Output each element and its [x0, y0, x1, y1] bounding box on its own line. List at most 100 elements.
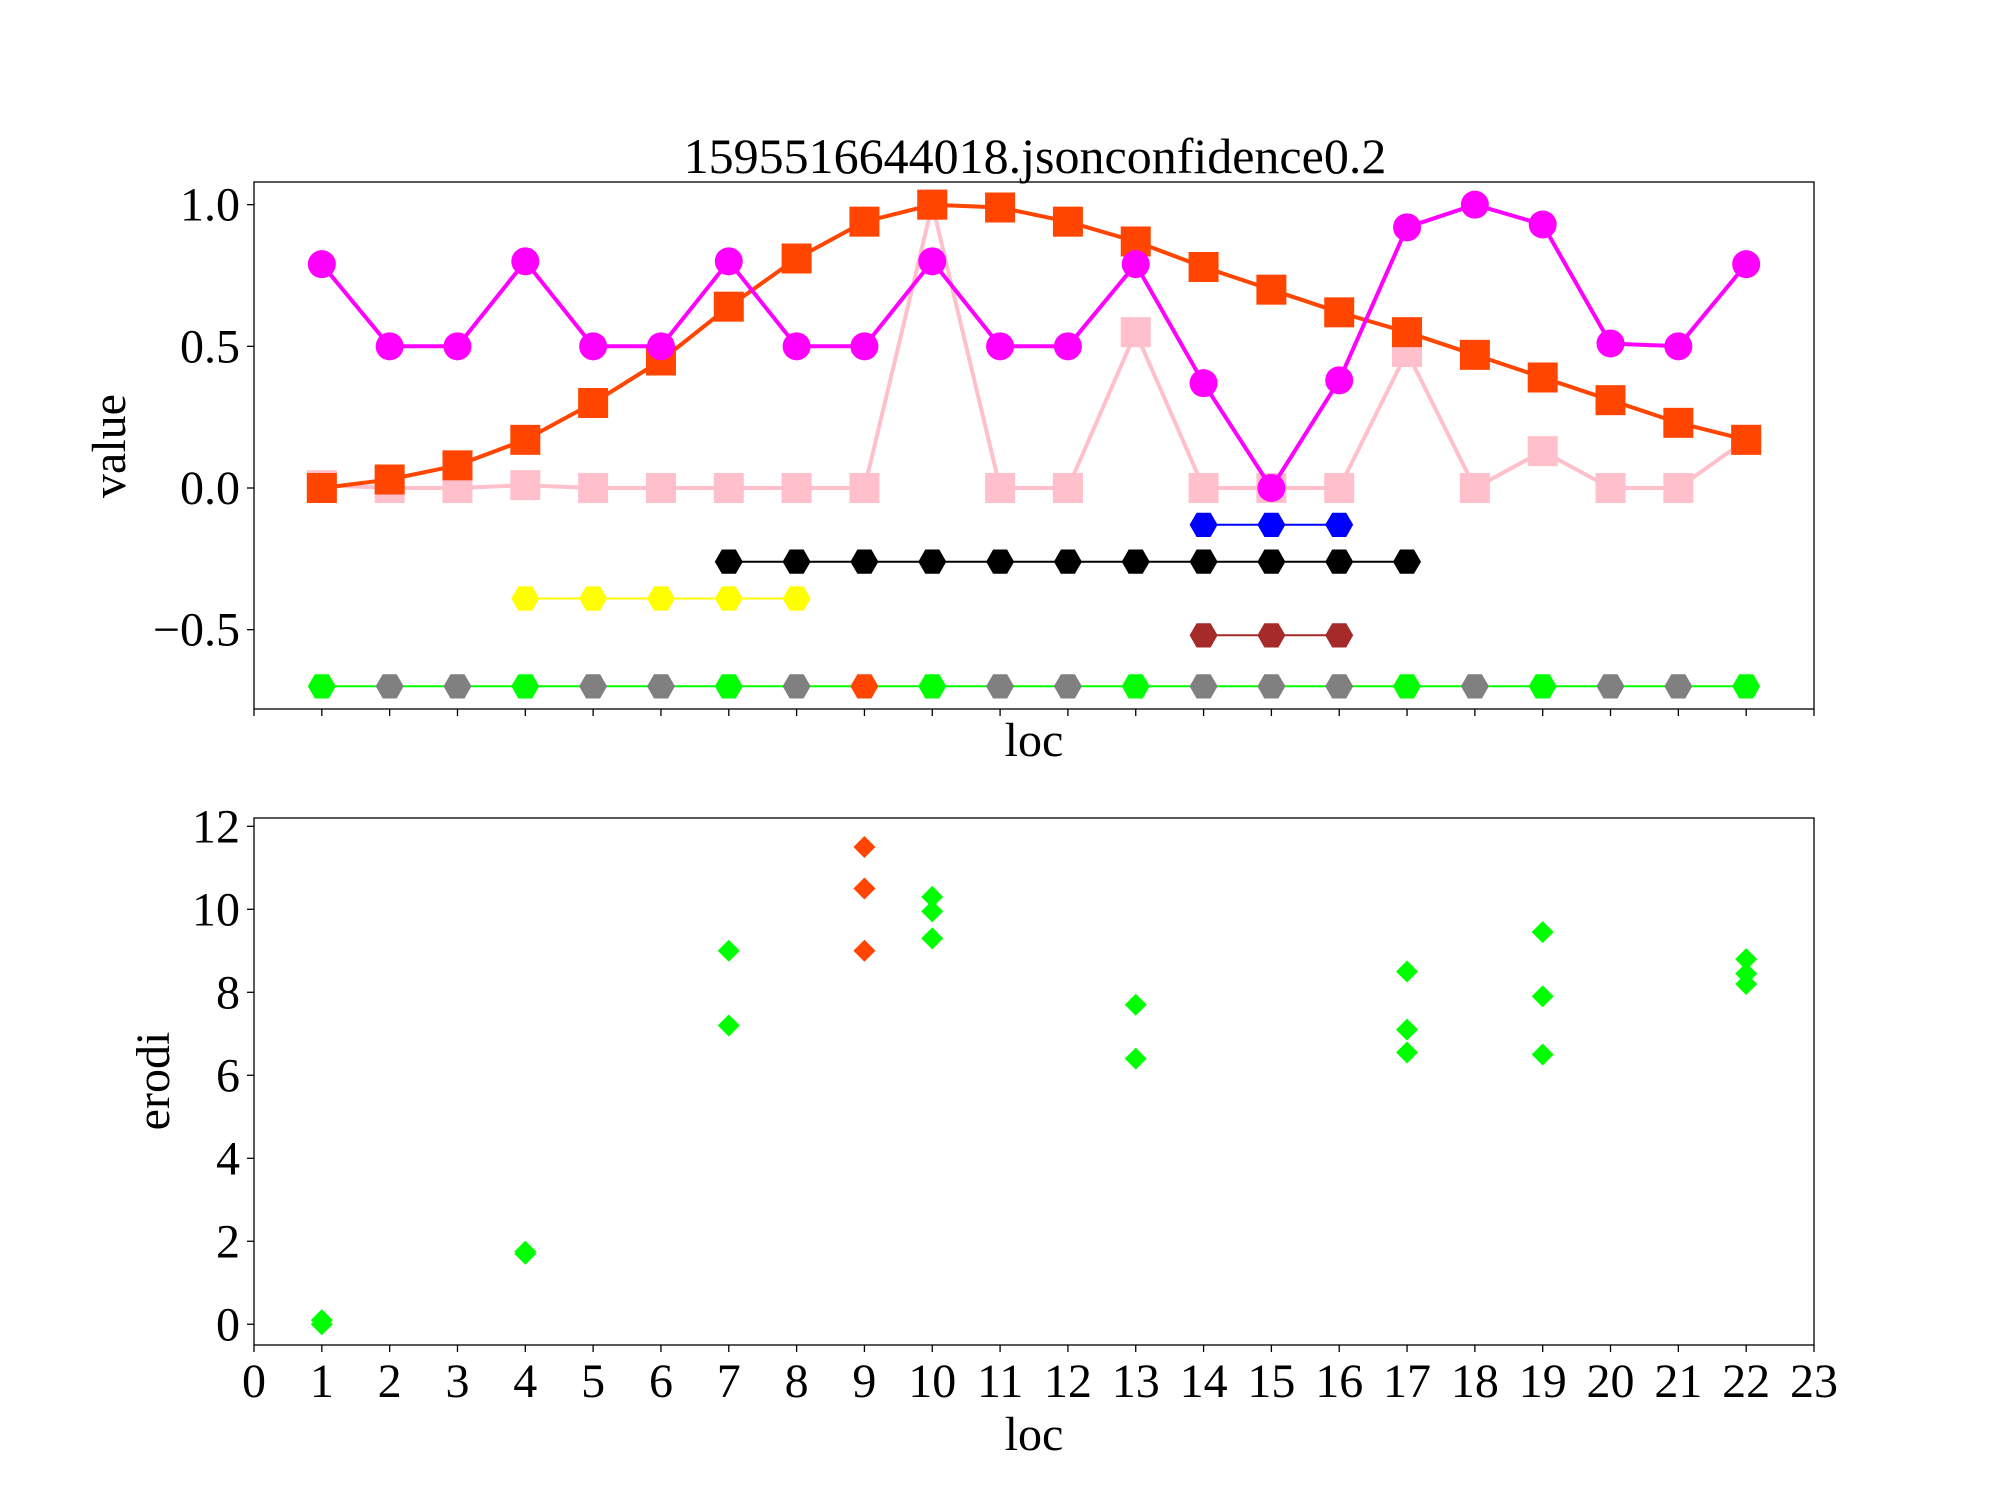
data-point	[578, 388, 609, 418]
data-point	[579, 332, 608, 361]
data-point	[1189, 512, 1218, 537]
x-tick-label: 16	[1315, 1355, 1363, 1408]
data-point	[1325, 549, 1354, 574]
data-point	[1052, 473, 1083, 503]
x-tick-label: 15	[1247, 1355, 1295, 1408]
top-xticks	[253, 709, 1815, 716]
data-point	[579, 586, 608, 611]
data-point	[511, 674, 540, 699]
x-tick-label: 20	[1587, 1355, 1635, 1408]
data-point	[1459, 339, 1490, 370]
data-point	[310, 1309, 333, 1332]
data-point	[579, 674, 608, 699]
y-tick-label: 0.5	[180, 320, 240, 373]
data-point	[921, 927, 944, 950]
data-point	[647, 586, 675, 611]
data-point	[1735, 948, 1758, 971]
data-point	[1460, 674, 1489, 699]
data-point	[1393, 213, 1422, 242]
bottom-yticks: 0 2 4 6 8 10 12	[192, 800, 254, 1351]
data-point	[1460, 190, 1489, 219]
data-point	[647, 674, 675, 699]
data-point	[917, 189, 948, 220]
x-tick-label: 4	[513, 1355, 537, 1408]
data-point	[781, 243, 812, 274]
data-point	[1664, 674, 1693, 699]
data-point	[514, 1240, 537, 1263]
data-point	[1257, 474, 1286, 502]
data-point	[1663, 473, 1694, 503]
x-tick-label: 10	[908, 1355, 956, 1408]
x-tick-label: 23	[1790, 1355, 1838, 1408]
bottom-xticks: 0 1 2 3 4 5 6 7 8 9 10 11 12 13 14 15 16 17 18 19 20 21 22 23	[242, 1345, 1838, 1408]
data-point	[781, 473, 812, 503]
top-y-axis-label: value	[83, 394, 136, 498]
data-point	[1392, 317, 1423, 348]
data-point	[714, 586, 743, 611]
data-point	[1188, 473, 1219, 503]
series-3	[1189, 512, 1354, 537]
scatter-series-0	[310, 885, 1758, 1336]
data-point	[1325, 674, 1354, 699]
data-point	[1121, 674, 1150, 699]
data-point	[1732, 250, 1761, 279]
data-point	[714, 674, 743, 699]
data-point	[1531, 921, 1554, 944]
x-tick-label: 18	[1451, 1355, 1499, 1408]
top-axes-frame	[253, 181, 1815, 710]
data-point	[645, 473, 676, 503]
data-point	[714, 247, 743, 276]
data-point	[717, 1014, 740, 1037]
data-point	[1257, 549, 1286, 574]
y-tick-label: 0.0	[180, 462, 240, 515]
series-line	[321, 202, 1747, 490]
x-tick-label: 13	[1112, 1355, 1160, 1408]
data-point	[1121, 549, 1150, 574]
data-point	[918, 674, 947, 699]
data-point	[443, 332, 472, 361]
data-point	[986, 549, 1015, 574]
data-point	[986, 332, 1015, 361]
data-point	[1189, 369, 1218, 398]
data-point	[375, 674, 404, 699]
data-point	[510, 470, 541, 501]
data-point	[1257, 623, 1286, 648]
x-tick-label: 14	[1180, 1355, 1228, 1408]
data-point	[1053, 332, 1082, 361]
data-point	[714, 549, 743, 574]
top-x-axis-label: loc	[1005, 714, 1064, 767]
data-point	[1595, 473, 1626, 503]
data-point	[1531, 985, 1554, 1008]
y-tick-label: 4	[216, 1132, 240, 1185]
data-point	[717, 939, 740, 962]
data-point	[1663, 407, 1694, 438]
y-tick-label: −0.5	[153, 604, 240, 657]
data-point	[1324, 473, 1355, 503]
data-point	[1527, 362, 1558, 393]
data-point	[511, 586, 540, 611]
chart-title: 1595516644018.jsonconfidence0.2	[684, 128, 1387, 184]
data-point	[1120, 317, 1151, 348]
data-point	[1325, 366, 1354, 395]
data-point	[307, 674, 336, 699]
data-point	[1257, 512, 1286, 537]
x-tick-label: 11	[977, 1355, 1023, 1408]
data-point	[985, 473, 1016, 503]
data-point	[1393, 549, 1421, 574]
data-point	[1121, 250, 1150, 279]
data-point	[782, 332, 811, 361]
x-tick-label: 8	[785, 1355, 809, 1408]
data-point	[853, 939, 876, 962]
y-tick-label: 8	[216, 966, 240, 1019]
series-5	[511, 586, 811, 611]
data-point	[849, 206, 880, 237]
x-tick-label: 22	[1722, 1355, 1770, 1408]
y-tick-label: 10	[192, 883, 240, 936]
y-tick-label: 2	[216, 1215, 240, 1268]
x-tick-label: 5	[581, 1355, 605, 1408]
data-point	[443, 674, 472, 699]
data-point	[1396, 960, 1419, 983]
data-point	[1527, 436, 1558, 467]
series-2	[307, 190, 1761, 502]
data-point	[1189, 549, 1218, 574]
